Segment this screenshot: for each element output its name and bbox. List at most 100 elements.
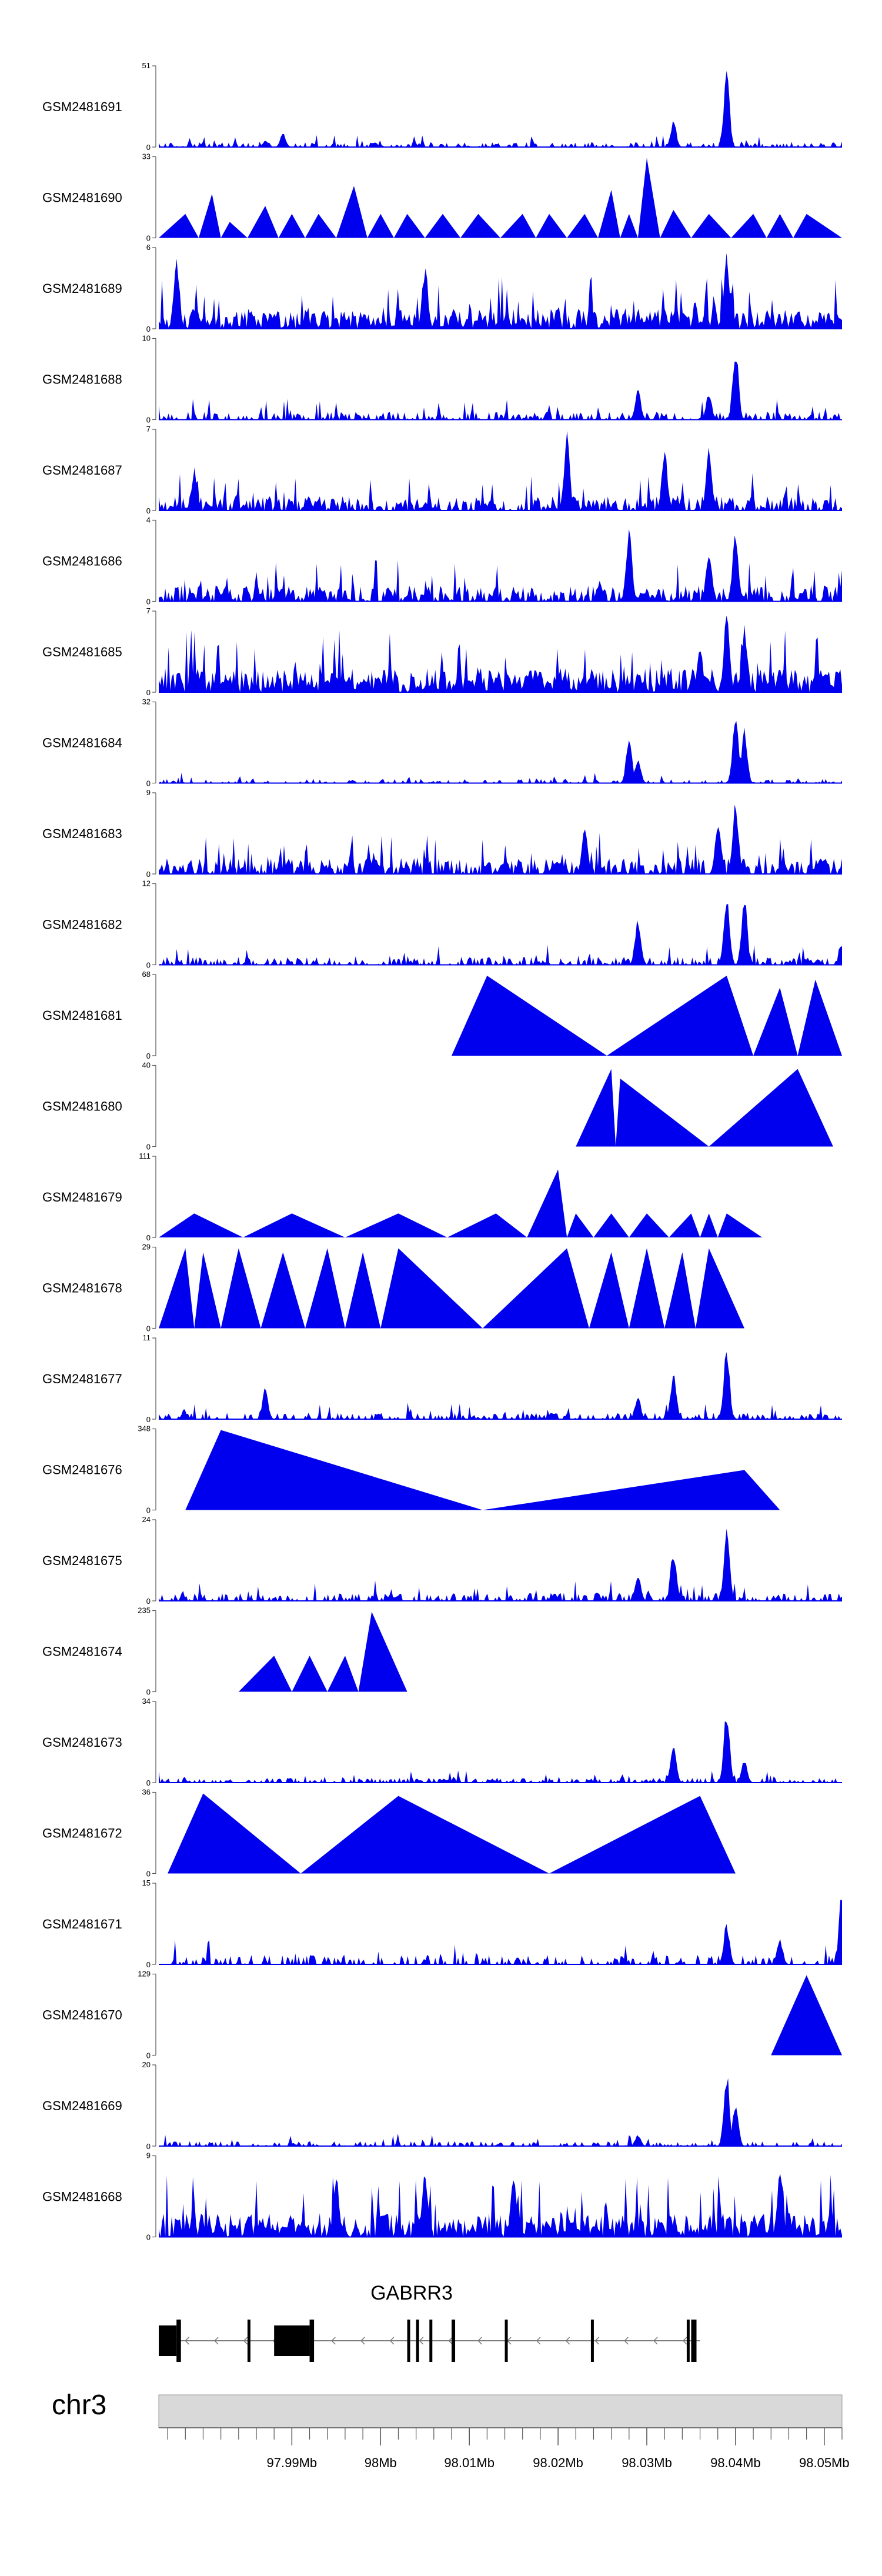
peak — [460, 213, 500, 238]
track-peaks — [159, 1529, 842, 1601]
track-GSM2481686: GSM2481686 4 0 — [42, 516, 842, 606]
exon — [416, 2320, 419, 2362]
peak — [292, 1656, 328, 1692]
peak — [238, 1656, 292, 1692]
peak — [696, 1248, 744, 1329]
peak — [198, 193, 221, 238]
track-peaks — [159, 253, 842, 329]
track-label: GSM2481689 — [42, 281, 122, 296]
y-max-label: 20 — [142, 2060, 151, 2069]
track-label: GSM2481668 — [42, 2190, 122, 2204]
strand-arrow-icon — [185, 2337, 189, 2345]
y-min-label: 0 — [146, 2142, 151, 2151]
peak — [500, 213, 536, 238]
y-min-label: 0 — [146, 2051, 151, 2060]
track-peaks — [159, 615, 842, 693]
peak — [567, 213, 598, 238]
peak — [168, 1793, 301, 1874]
track-label: GSM2481673 — [42, 1735, 122, 1750]
peak — [482, 1470, 780, 1510]
track-label: GSM2481671 — [42, 1917, 122, 1931]
x-tick-label: 98.02Mb — [533, 2455, 583, 2470]
y-max-label: 12 — [142, 879, 151, 888]
track-GSM2481668: GSM2481668 9 0 — [42, 2151, 842, 2242]
track-GSM2481672: GSM2481672 36 0 — [42, 1788, 736, 1878]
peak — [425, 213, 461, 238]
x-tick-label: 98.04Mb — [710, 2455, 761, 2470]
track-label: GSM2481687 — [42, 463, 122, 478]
gene-name-label: GABRR3 — [370, 2282, 453, 2304]
peak — [637, 158, 660, 238]
track-GSM2481675: GSM2481675 24 0 — [42, 1515, 842, 1606]
gene-annotation-track: GABRR3 — [159, 2282, 700, 2362]
y-max-label: 68 — [142, 970, 151, 979]
y-max-label: 15 — [142, 1878, 151, 1887]
track-peaks — [159, 71, 842, 148]
track-peaks — [159, 529, 842, 602]
track-GSM2481669: GSM2481669 20 0 — [42, 2060, 842, 2151]
peak — [593, 1213, 629, 1237]
track-label: GSM2481672 — [42, 1826, 122, 1841]
signal-area — [159, 1529, 842, 1601]
peak — [527, 1169, 567, 1237]
strand-arrow-icon — [594, 2337, 600, 2345]
y-min-label: 0 — [146, 325, 151, 333]
exon — [274, 2325, 310, 2356]
track-peaks — [159, 1169, 763, 1237]
chromosome-label: chr3 — [52, 2390, 106, 2421]
peak — [220, 1248, 261, 1329]
y-min-label: 0 — [146, 1778, 151, 1787]
peak — [194, 1252, 221, 1329]
peak — [629, 1213, 669, 1237]
track-peaks — [452, 976, 842, 1056]
chromosome-ideogram-bar — [158, 2394, 843, 2428]
track-label: GSM2481682 — [42, 917, 122, 932]
y-min-label: 0 — [146, 779, 151, 788]
peak — [589, 1252, 629, 1329]
track-GSM2481676: GSM2481676 348 0 — [42, 1424, 780, 1515]
peak — [247, 206, 279, 238]
peak — [766, 213, 793, 238]
exon — [407, 2320, 410, 2362]
y-min-label: 0 — [146, 143, 151, 152]
y-min-label: 0 — [146, 1688, 151, 1697]
peak — [305, 213, 336, 238]
track-GSM2481687: GSM2481687 7 0 — [42, 425, 842, 515]
y-max-label: 9 — [146, 788, 151, 797]
peak — [731, 213, 767, 238]
y-max-label: 9 — [146, 2151, 151, 2160]
data-tracks: GSM2481691510GSM2481690330GSM248168960GS… — [42, 61, 842, 2242]
genome-axis-track: chr3 97.99Mb 98Mb 98.01Mb 98.02Mb 98.03Mb 98.… — [52, 2390, 850, 2470]
peak — [709, 1069, 833, 1147]
peak — [753, 987, 798, 1056]
peak — [629, 1248, 665, 1329]
peak — [620, 213, 638, 238]
track-label: GSM2481669 — [42, 2098, 122, 2113]
peak — [771, 1975, 842, 2056]
peak — [797, 979, 842, 1056]
track-peaks — [159, 431, 842, 511]
track-GSM2481690: GSM2481690 33 0 — [42, 152, 842, 243]
peak — [549, 1796, 736, 1874]
signal-area — [159, 1721, 842, 1783]
peak — [327, 1656, 359, 1692]
exon — [247, 2320, 250, 2362]
exon — [686, 2320, 690, 2362]
track-label: GSM2481683 — [42, 826, 122, 841]
peak — [598, 189, 620, 238]
y-max-label: 6 — [146, 243, 151, 252]
y-min-label: 0 — [146, 870, 151, 879]
peak — [536, 213, 567, 238]
track-peaks — [159, 1248, 744, 1329]
signal-area — [159, 253, 842, 329]
peak — [345, 1213, 447, 1237]
track-label: GSM2481691 — [42, 99, 122, 114]
exon — [590, 2320, 594, 2362]
signal-area — [159, 2174, 842, 2237]
track-peaks — [159, 158, 842, 238]
signal-area — [159, 615, 842, 692]
x-tick-label: 98.01Mb — [444, 2455, 495, 2470]
track-peaks — [159, 361, 842, 421]
track-peaks — [159, 1900, 842, 1965]
track-GSM2481679: GSM2481679 111 0 — [42, 1152, 763, 1242]
